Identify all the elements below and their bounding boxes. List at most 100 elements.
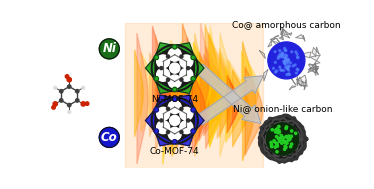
Polygon shape — [210, 26, 217, 131]
Polygon shape — [196, 111, 204, 130]
Text: Co@ amorphous carbon: Co@ amorphous carbon — [232, 21, 341, 30]
Polygon shape — [308, 63, 317, 73]
Polygon shape — [262, 118, 303, 160]
Polygon shape — [156, 82, 172, 93]
Polygon shape — [185, 74, 199, 125]
Circle shape — [284, 49, 286, 51]
Polygon shape — [204, 54, 222, 136]
Circle shape — [180, 107, 193, 120]
Circle shape — [289, 146, 292, 148]
Circle shape — [281, 137, 283, 140]
Circle shape — [288, 69, 289, 71]
Circle shape — [172, 97, 177, 101]
Circle shape — [180, 121, 193, 134]
Polygon shape — [282, 28, 292, 35]
Circle shape — [280, 69, 282, 71]
Circle shape — [285, 127, 287, 130]
Polygon shape — [208, 33, 227, 144]
Polygon shape — [171, 73, 191, 125]
Polygon shape — [227, 75, 239, 133]
Polygon shape — [229, 60, 246, 138]
Polygon shape — [179, 74, 192, 118]
Circle shape — [157, 68, 169, 81]
Polygon shape — [161, 67, 180, 134]
Polygon shape — [206, 46, 224, 149]
Circle shape — [59, 90, 63, 93]
Circle shape — [279, 53, 281, 55]
Polygon shape — [177, 65, 188, 129]
Polygon shape — [195, 56, 208, 144]
Polygon shape — [187, 38, 195, 131]
Polygon shape — [164, 57, 179, 147]
Polygon shape — [145, 59, 154, 78]
Polygon shape — [145, 111, 154, 130]
Circle shape — [275, 131, 277, 133]
Circle shape — [81, 102, 85, 106]
Circle shape — [281, 138, 283, 140]
Polygon shape — [315, 65, 318, 72]
Circle shape — [288, 136, 290, 139]
Circle shape — [287, 59, 289, 61]
Polygon shape — [172, 66, 193, 146]
Circle shape — [288, 65, 290, 67]
Polygon shape — [137, 33, 148, 164]
Polygon shape — [243, 41, 256, 161]
Polygon shape — [164, 71, 175, 121]
Polygon shape — [219, 48, 232, 127]
Polygon shape — [172, 43, 186, 139]
Circle shape — [281, 137, 283, 140]
Circle shape — [166, 78, 169, 81]
Circle shape — [53, 102, 57, 106]
Polygon shape — [196, 59, 204, 78]
Circle shape — [172, 139, 177, 144]
Circle shape — [154, 55, 159, 60]
Polygon shape — [181, 42, 194, 149]
Circle shape — [180, 131, 183, 134]
Polygon shape — [141, 53, 157, 132]
Polygon shape — [272, 41, 278, 46]
Polygon shape — [270, 36, 279, 40]
Circle shape — [76, 99, 79, 102]
Circle shape — [288, 73, 290, 75]
Polygon shape — [264, 70, 268, 81]
Circle shape — [278, 56, 280, 57]
Circle shape — [276, 128, 278, 130]
Circle shape — [278, 138, 280, 140]
Circle shape — [284, 60, 286, 62]
Polygon shape — [280, 29, 289, 38]
Circle shape — [274, 51, 276, 53]
Circle shape — [166, 55, 169, 58]
Text: Co: Co — [101, 131, 118, 144]
Text: Co-MOF-74: Co-MOF-74 — [150, 147, 200, 156]
Polygon shape — [156, 35, 168, 153]
Circle shape — [283, 141, 285, 143]
Polygon shape — [226, 67, 232, 143]
Circle shape — [289, 138, 291, 140]
Circle shape — [275, 71, 276, 73]
Circle shape — [166, 107, 169, 110]
Polygon shape — [172, 48, 184, 127]
Circle shape — [285, 59, 287, 61]
Polygon shape — [276, 38, 280, 43]
Circle shape — [285, 60, 288, 62]
Polygon shape — [297, 80, 305, 86]
Polygon shape — [157, 54, 171, 131]
Polygon shape — [242, 51, 259, 129]
Circle shape — [270, 144, 273, 146]
Circle shape — [280, 142, 283, 144]
Polygon shape — [183, 23, 199, 149]
Polygon shape — [172, 70, 188, 157]
Polygon shape — [301, 52, 311, 58]
Circle shape — [180, 107, 183, 110]
Polygon shape — [297, 75, 307, 86]
Polygon shape — [265, 122, 301, 157]
Circle shape — [280, 136, 283, 138]
Text: Ni@ onion-like carbon: Ni@ onion-like carbon — [233, 105, 332, 114]
Circle shape — [283, 148, 286, 150]
Circle shape — [284, 62, 286, 64]
Circle shape — [270, 145, 273, 148]
Circle shape — [286, 67, 288, 68]
Circle shape — [76, 90, 79, 93]
Circle shape — [277, 137, 279, 139]
Polygon shape — [179, 65, 191, 125]
